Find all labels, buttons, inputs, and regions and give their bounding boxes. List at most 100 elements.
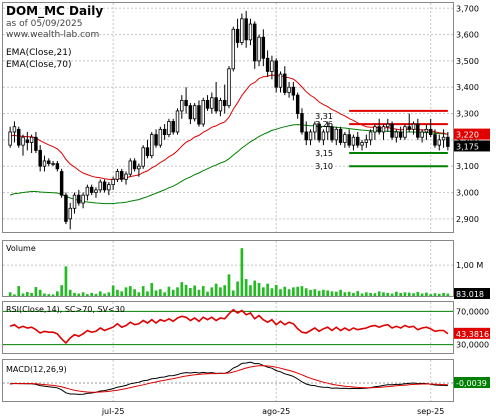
candle-body [38, 150, 42, 167]
candle-body [265, 57, 270, 72]
candle-body [192, 105, 197, 120]
candle-body [407, 126, 411, 130]
volume-bar [64, 266, 68, 296]
candle-body [124, 173, 128, 180]
volume-bar [197, 289, 201, 296]
volume-bar [128, 286, 132, 296]
volume-bar [154, 290, 158, 296]
volume-bar [120, 291, 124, 296]
candle-body [364, 139, 369, 143]
volume-bar [43, 293, 46, 296]
volume-bar [73, 292, 76, 296]
candle-body [441, 136, 446, 141]
volume-bar [309, 289, 312, 296]
candle-body [167, 121, 171, 136]
volume-bar [38, 289, 42, 296]
price-tick-label: 3,300 [456, 110, 479, 119]
volume-bar [103, 293, 106, 296]
volume-bar [236, 281, 239, 296]
price-tick-label: 3,000 [456, 189, 479, 198]
axis-labels: 2,900 3,000 3,100 3,200 3,300 3,400 3,500 3,600… [6, 4, 490, 416]
volume-bar [150, 283, 154, 296]
candle-body [351, 136, 356, 146]
candle-body [21, 136, 25, 146]
volume-bar [261, 287, 265, 296]
candle-body [81, 194, 85, 204]
volume-bar [347, 291, 351, 296]
support-resistance-levels: 3,313,26 3,15 3,10 [315, 109, 448, 171]
volume-bar [214, 283, 218, 296]
candle-body [47, 160, 51, 164]
volume-bar [94, 293, 98, 296]
candle-body [317, 123, 321, 141]
price-tick-label: 3,500 [456, 57, 479, 66]
volume-bar [292, 287, 295, 296]
volume-bar [68, 289, 72, 296]
candle-body [308, 131, 313, 141]
candle-body [398, 131, 403, 138]
volume-bar [56, 291, 59, 296]
volume-bar [111, 285, 115, 296]
candle-body [373, 126, 377, 133]
candle-body [343, 134, 347, 143]
volume-bar [270, 288, 274, 296]
candle-body [278, 73, 283, 88]
candle-body [25, 139, 30, 143]
candle-body [55, 163, 60, 170]
price-tick-label: 3,200 [456, 136, 479, 145]
candle-body [433, 134, 437, 146]
ema70-legend: EMA(Close,70) [6, 60, 71, 70]
level-label: 3,15 [315, 149, 333, 158]
candle-body [424, 128, 429, 133]
candle-body [205, 99, 210, 109]
volume-bar [386, 292, 390, 296]
candle-body [360, 142, 364, 146]
price-tick-label: 3,700 [456, 4, 479, 13]
candle-body [85, 186, 90, 196]
last-macd-label-bg [454, 377, 490, 388]
candle-body [338, 128, 343, 143]
volume-bar [249, 285, 252, 296]
candle-body [313, 123, 317, 133]
candle-body [295, 94, 300, 114]
last-price-label-bg [454, 128, 490, 140]
candle-body [201, 99, 205, 125]
candle-body [390, 123, 394, 138]
volume-bar [17, 286, 21, 296]
volume-bar [395, 291, 398, 296]
volume-bar [412, 293, 415, 296]
volume-bar [60, 285, 63, 296]
volume-bar [227, 274, 231, 296]
candle-body [94, 189, 98, 193]
candle-body [291, 86, 296, 96]
candle-body [175, 110, 180, 133]
candle-body [145, 147, 150, 157]
candle-body [386, 123, 390, 128]
macd-signal-series [10, 365, 448, 393]
candle-body [377, 126, 381, 133]
last-macd-label: -0,0039 [456, 379, 487, 388]
volume-bar [219, 287, 222, 296]
candle-body [304, 131, 308, 141]
volume-bar [253, 280, 257, 296]
macd-panel [2, 359, 454, 402]
volume-bar [274, 284, 278, 296]
last-price-label: 3,220 [456, 131, 479, 140]
last-rsi-label: 43,3816 [456, 330, 489, 339]
volume-bar [399, 292, 402, 296]
candle-body [184, 99, 188, 107]
candle-body [257, 36, 261, 62]
volume-bar [313, 289, 317, 296]
volume-bar [231, 290, 235, 296]
volume-bar [433, 293, 437, 296]
volume-bar [407, 292, 411, 296]
candle-body [111, 178, 115, 186]
volume-bar [364, 292, 368, 296]
last-price-label-bg [454, 140, 490, 152]
as-of-date: as of 05/09/2025 [6, 19, 82, 29]
macd-lines [10, 361, 448, 395]
candle-body [214, 97, 218, 112]
volume-bar [180, 282, 184, 296]
candle-body [197, 105, 201, 125]
